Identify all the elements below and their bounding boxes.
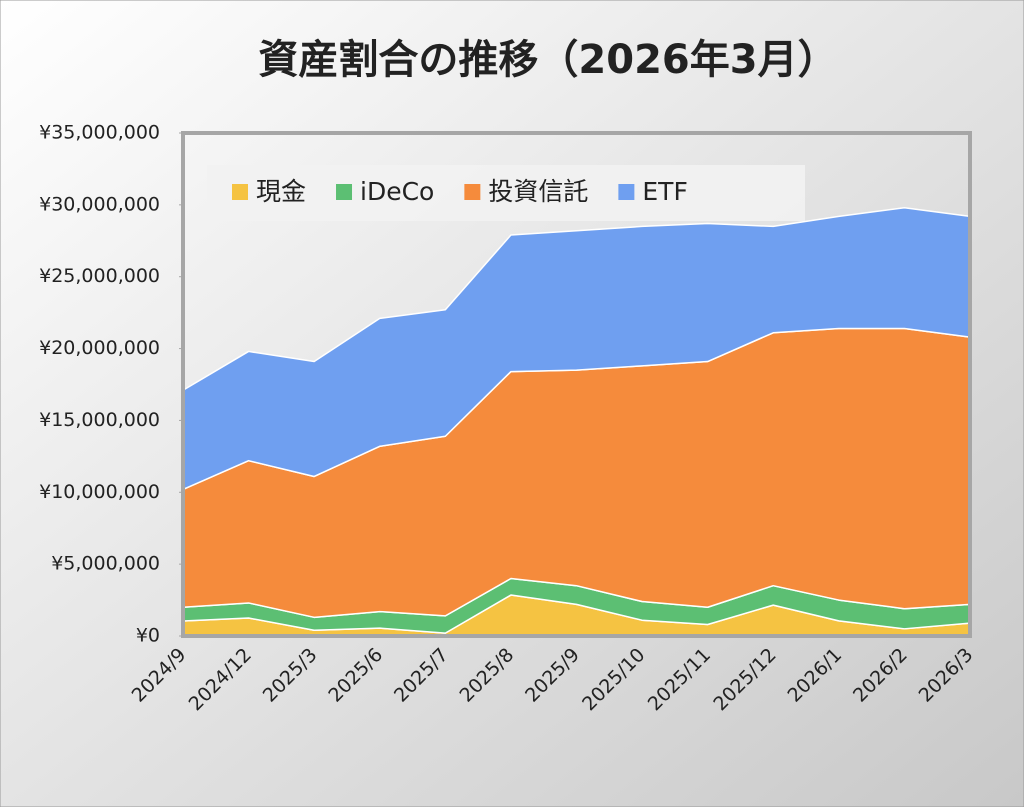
y-tick-label: ¥15,000,000 — [39, 409, 160, 431]
y-tick-label: ¥0 — [136, 625, 160, 647]
legend-box — [207, 165, 805, 221]
chart-title: 資産割合の推移（2026年3月） — [258, 37, 837, 83]
legend-swatch — [336, 184, 353, 200]
plot-frame — [181, 131, 972, 638]
y-tick-label: ¥35,000,000 — [39, 122, 160, 144]
legend-swatch — [232, 184, 248, 200]
y-tick-label: ¥25,000,000 — [39, 265, 160, 287]
legend-label: ETF — [642, 177, 687, 206]
legend-label: 投資信託 — [488, 177, 588, 206]
legend-swatch — [618, 184, 635, 200]
legend-label: 現金 — [256, 177, 306, 206]
y-tick-label: ¥5,000,000 — [51, 553, 160, 575]
legend-swatch — [464, 184, 481, 200]
y-tick-label: ¥10,000,000 — [39, 481, 160, 503]
legend-label: iDeCo — [360, 177, 434, 206]
y-tick-label: ¥20,000,000 — [39, 337, 160, 359]
y-tick-label: ¥30,000,000 — [39, 193, 160, 215]
